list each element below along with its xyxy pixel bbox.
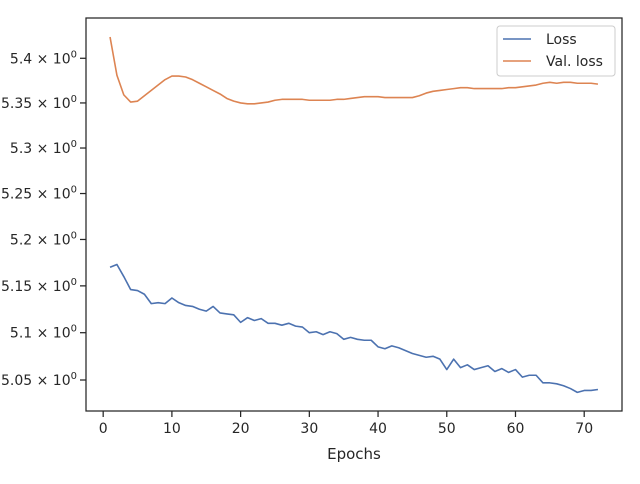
y-tick-label: 5.3 × 100 — [10, 139, 77, 157]
x-tick-label: 60 — [507, 421, 525, 437]
x-tick-label: 40 — [369, 421, 387, 437]
y-tick-label: 5.2 × 100 — [10, 230, 77, 248]
x-tick-label: 20 — [232, 421, 250, 437]
x-tick-label: 70 — [575, 421, 593, 437]
series-lines — [109, 36, 599, 394]
series-line-loss — [109, 263, 599, 394]
y-axis: 5.05 × 100 5.1 × 100 5.15 × 100 5.2 × 100 5.… — [1, 49, 86, 389]
y-tick-label: 5.15 × 100 — [1, 277, 77, 295]
y-tick-label: 5.05 × 100 — [1, 371, 77, 389]
series-line-val-loss — [109, 36, 599, 105]
x-tick-label: 50 — [438, 421, 456, 437]
y-tick-label: 5.4 × 100 — [10, 49, 77, 67]
legend-label: Loss — [546, 32, 577, 48]
axes-frame — [85, 17, 623, 412]
legend-label: Val. loss — [546, 54, 603, 70]
y-tick-label: 5.35 × 100 — [1, 94, 77, 112]
y-tick-label: 5.1 × 100 — [10, 324, 77, 342]
legend: Loss Val. loss — [496, 25, 616, 77]
x-axis-label: Epochs — [327, 445, 381, 463]
x-tick-label: 10 — [163, 421, 181, 437]
x-axis: 0 10 20 30 40 50 60 70 — [99, 411, 593, 437]
x-tick-label: 30 — [300, 421, 318, 437]
plot-area — [86, 18, 622, 411]
x-tick-label: 0 — [99, 421, 108, 437]
y-tick-label: 5.25 × 100 — [1, 185, 77, 203]
